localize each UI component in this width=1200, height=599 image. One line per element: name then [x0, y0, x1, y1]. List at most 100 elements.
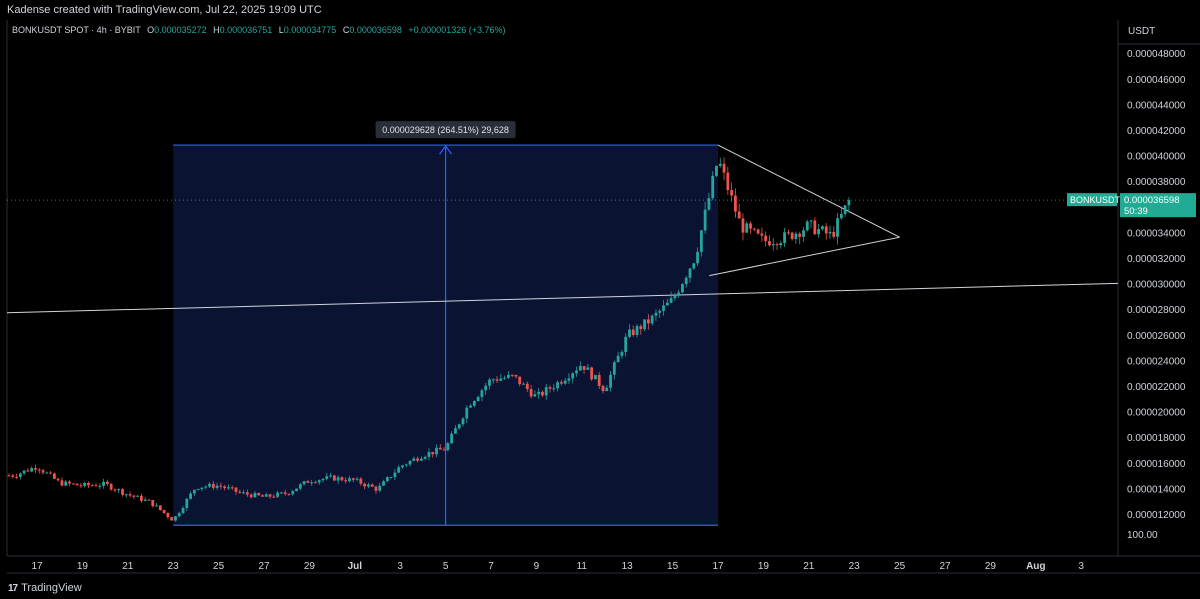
- candle[interactable]: [684, 275, 688, 288]
- candle[interactable]: [438, 444, 442, 450]
- candle[interactable]: [204, 485, 208, 490]
- candle[interactable]: [374, 485, 378, 494]
- candle[interactable]: [768, 235, 771, 247]
- candle[interactable]: [136, 495, 140, 497]
- candle[interactable]: [533, 390, 537, 397]
- currency-label[interactable]: USDT: [1128, 26, 1155, 37]
- candle[interactable]: [22, 470, 26, 476]
- candle[interactable]: [491, 378, 495, 384]
- candle[interactable]: [249, 493, 253, 499]
- candle[interactable]: [454, 425, 457, 434]
- candle[interactable]: [253, 490, 257, 498]
- candle[interactable]: [525, 381, 529, 392]
- candle[interactable]: [548, 385, 552, 393]
- candle[interactable]: [643, 319, 646, 332]
- candle[interactable]: [370, 483, 374, 487]
- candle[interactable]: [412, 456, 416, 462]
- candle[interactable]: [117, 488, 121, 494]
- candle[interactable]: [56, 477, 60, 482]
- support-trendline[interactable]: [6, 282, 1119, 314]
- candle[interactable]: [616, 351, 620, 363]
- candle[interactable]: [64, 479, 68, 487]
- candle[interactable]: [722, 157, 726, 181]
- candle[interactable]: [272, 494, 276, 498]
- candle[interactable]: [143, 496, 147, 502]
- candle[interactable]: [90, 483, 94, 487]
- candle[interactable]: [314, 480, 317, 484]
- candle[interactable]: [158, 505, 162, 511]
- candle[interactable]: [609, 370, 612, 392]
- candle[interactable]: [828, 225, 832, 239]
- candle[interactable]: [287, 493, 291, 496]
- candle[interactable]: [760, 227, 764, 242]
- candle[interactable]: [590, 366, 594, 381]
- candle[interactable]: [567, 373, 571, 384]
- candle[interactable]: [612, 360, 616, 380]
- candle[interactable]: [355, 476, 359, 481]
- candle[interactable]: [83, 481, 87, 488]
- candle[interactable]: [794, 231, 798, 244]
- candle[interactable]: [26, 468, 30, 473]
- candle[interactable]: [559, 379, 563, 386]
- candle[interactable]: [363, 482, 367, 490]
- candle[interactable]: [832, 226, 836, 239]
- candle[interactable]: [68, 480, 71, 487]
- candle[interactable]: [605, 385, 609, 392]
- candle[interactable]: [60, 477, 64, 487]
- candle[interactable]: [571, 372, 575, 384]
- candle[interactable]: [427, 448, 431, 461]
- candle[interactable]: [499, 374, 503, 382]
- candle[interactable]: [541, 390, 544, 398]
- candle[interactable]: [348, 475, 351, 483]
- candle[interactable]: [215, 482, 219, 491]
- candle[interactable]: [113, 488, 117, 493]
- candle[interactable]: [703, 201, 707, 234]
- candle[interactable]: [461, 417, 465, 427]
- candle[interactable]: [488, 377, 491, 390]
- candle[interactable]: [124, 493, 128, 498]
- candle[interactable]: [276, 490, 280, 499]
- candle[interactable]: [650, 314, 654, 326]
- candle[interactable]: [699, 229, 703, 257]
- candle[interactable]: [401, 464, 404, 469]
- candle[interactable]: [465, 405, 469, 423]
- candle[interactable]: [404, 463, 408, 468]
- candle[interactable]: [155, 502, 158, 507]
- candle[interactable]: [151, 499, 155, 508]
- candle[interactable]: [556, 380, 559, 392]
- candle[interactable]: [109, 482, 113, 491]
- candle[interactable]: [718, 157, 722, 168]
- candle[interactable]: [472, 400, 476, 408]
- candle[interactable]: [783, 228, 786, 248]
- candle[interactable]: [552, 384, 556, 392]
- candle[interactable]: [798, 231, 802, 245]
- candle[interactable]: [208, 482, 211, 489]
- candle[interactable]: [75, 483, 79, 486]
- candle[interactable]: [726, 166, 730, 196]
- candle[interactable]: [227, 484, 230, 490]
- candle[interactable]: [94, 482, 98, 487]
- candle[interactable]: [79, 482, 83, 489]
- candle[interactable]: [317, 479, 321, 485]
- candle[interactable]: [544, 383, 548, 400]
- candle[interactable]: [298, 482, 302, 491]
- candle[interactable]: [295, 488, 298, 492]
- candle[interactable]: [586, 363, 590, 370]
- candle[interactable]: [847, 197, 851, 213]
- candle[interactable]: [196, 488, 200, 491]
- candle[interactable]: [681, 282, 684, 294]
- candle[interactable]: [658, 309, 662, 319]
- candle[interactable]: [507, 371, 510, 379]
- candle[interactable]: [790, 231, 794, 241]
- candle[interactable]: [628, 324, 631, 339]
- candle[interactable]: [669, 291, 673, 304]
- candle[interactable]: [450, 431, 454, 444]
- candle[interactable]: [805, 219, 809, 232]
- candle[interactable]: [280, 491, 283, 494]
- candle[interactable]: [166, 512, 170, 520]
- candle[interactable]: [34, 464, 37, 474]
- candle[interactable]: [105, 479, 109, 486]
- candle[interactable]: [389, 476, 393, 479]
- candle[interactable]: [53, 472, 56, 480]
